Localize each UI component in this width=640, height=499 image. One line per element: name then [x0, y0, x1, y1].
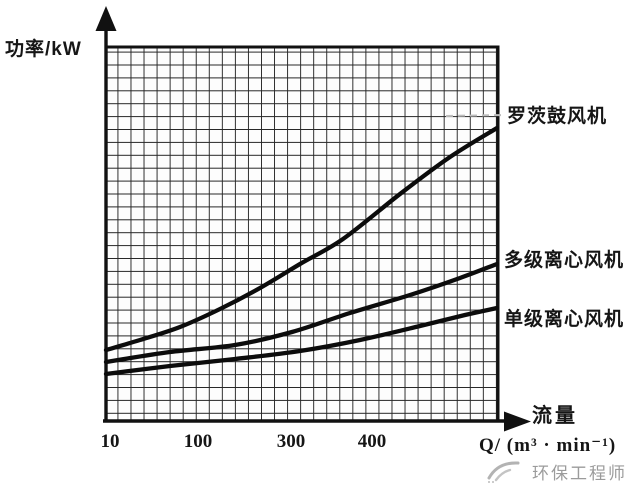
x-axis-label: 流量: [532, 405, 578, 427]
curve-series-2: [103, 305, 500, 377]
x-tick-10: 10: [100, 431, 120, 452]
curve-group: [103, 125, 500, 377]
curve-label-2: 单级离心风机: [504, 309, 625, 330]
watermark-text: 环保工程师: [532, 463, 627, 483]
curve-series-1: [103, 261, 500, 365]
x-tick-100: 100: [183, 431, 213, 452]
curve-label-1: 多级离心风机: [504, 250, 625, 271]
x-axis-arrow-icon: [504, 411, 531, 432]
y-axis-label: 功率/kW: [5, 39, 82, 60]
label-leader-line: [445, 114, 506, 117]
y-axis: [95, 6, 117, 421]
x-tick-300: 300: [276, 431, 306, 452]
watermark: 环保工程师: [486, 458, 627, 484]
watermark-logo-icon: [487, 461, 520, 483]
y-axis-arrow-icon: [95, 6, 117, 31]
grid-area: [106, 47, 498, 421]
x-axis: [103, 411, 531, 432]
x-axis-unit-label: Q/ (m³ · min⁻¹): [479, 435, 617, 456]
curve-label-0: 罗茨鼓风机: [507, 106, 608, 127]
curve-series-0: [103, 125, 500, 353]
x-tick-400: 400: [357, 431, 387, 452]
